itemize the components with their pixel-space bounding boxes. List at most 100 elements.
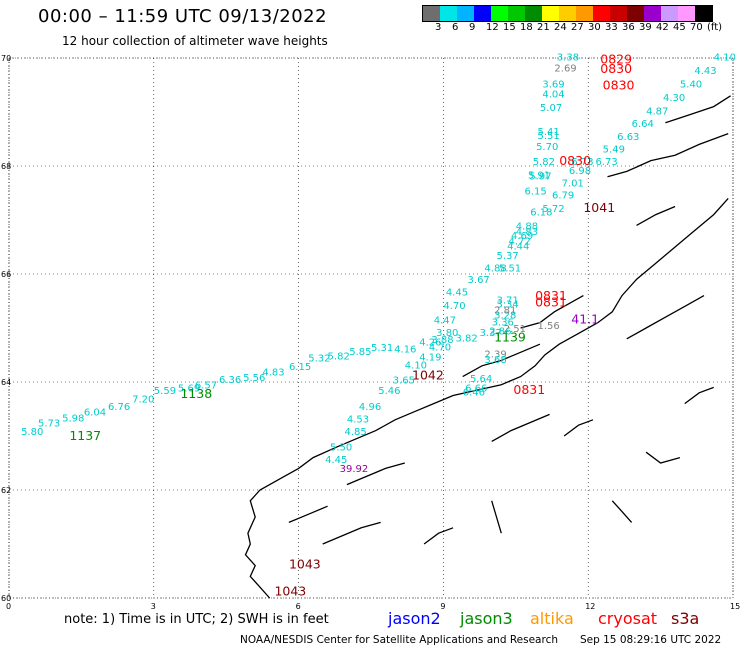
- coastline: [244, 95, 731, 599]
- wave-height-label: 3.34: [496, 299, 518, 310]
- lon-tick-label: 0: [6, 602, 11, 611]
- colorbar-label: 9: [469, 22, 476, 33]
- wave-height-label: 3.28: [494, 310, 516, 321]
- wave-height-label: 4.30: [663, 93, 685, 104]
- coastline-segment: [665, 95, 731, 124]
- wave-height-label: 2.86: [489, 326, 511, 337]
- colorbar-swatch: [695, 6, 712, 21]
- lon-tick-label: 15: [730, 602, 740, 611]
- colorbar-label: (ft): [707, 22, 723, 33]
- wave-height-label: 2.51: [504, 324, 526, 335]
- wave-height-label: 3.36: [492, 317, 514, 328]
- colorbar-label: 70: [690, 22, 703, 33]
- coastline-segment: [607, 132, 729, 178]
- wave-height-label: 5.80: [21, 427, 43, 438]
- colorbar-swatch: [610, 6, 627, 21]
- pass-time-label: 41.1: [571, 312, 599, 327]
- wave-height-label: 5.91: [528, 170, 550, 181]
- lon-tick-label: 3: [151, 602, 156, 611]
- coastline-segment: [520, 295, 584, 329]
- wave-height-label: 3.67: [468, 275, 490, 286]
- pass-time-label: 0831: [513, 382, 545, 397]
- wave-height-label: 5.97: [529, 172, 551, 183]
- lat-tick-label: 70: [1, 54, 11, 63]
- colorbar-label: 3: [435, 22, 442, 33]
- lat-tick-label: 66: [1, 270, 11, 279]
- wave-height-label: 5.98: [62, 413, 84, 424]
- colorbar-swatch: [423, 6, 440, 21]
- coastline-segment: [491, 500, 502, 534]
- colorbar-swatch: [661, 6, 678, 21]
- colorbar-label: 42: [656, 22, 669, 33]
- wave-height-label: 3.82: [455, 334, 477, 345]
- pass-time-label: 0831: [535, 288, 567, 303]
- wave-height-label: 4.26: [419, 337, 441, 348]
- coastline-segment: [636, 205, 676, 226]
- pass-time-label: 1139: [494, 330, 526, 345]
- wave-height-label: 39.92: [340, 464, 369, 475]
- colorbar-label: 30: [588, 22, 601, 33]
- wave-height-label: 6.18: [530, 208, 552, 219]
- wave-height-label: 4.70: [429, 343, 451, 354]
- colorbar-swatch: [474, 6, 491, 21]
- colorbar-label: 36: [622, 22, 635, 33]
- lon-tick-label: 6: [296, 602, 301, 611]
- wave-height-label: 5.73: [38, 418, 60, 429]
- footnote: note: 1) Time is in UTC; 2) SWH is in fe…: [64, 612, 329, 627]
- colorbar-label: 39: [639, 22, 652, 33]
- pass-time-label: 1041: [583, 200, 615, 215]
- wave-height-label: 4.04: [542, 89, 564, 100]
- wave-height-label: 6.76: [108, 402, 130, 413]
- map-frame: [8, 57, 734, 599]
- pass-time-label: 1043: [274, 583, 306, 598]
- wave-height-label: 5.70: [536, 142, 558, 153]
- wave-height-label: 4.96: [359, 402, 381, 413]
- pass-time-labels: 082908300830083010410831083141.111391042…: [69, 51, 634, 598]
- wave-height-label: 6.15: [524, 187, 546, 198]
- lat-tick-label: 68: [1, 162, 11, 171]
- wave-height-label: 5.82: [328, 351, 350, 362]
- wave-height-label: 4.72: [509, 236, 531, 247]
- wave-height-label: 4.10: [714, 53, 736, 64]
- wave-height-label: 3.80: [436, 328, 458, 339]
- wave-height-label: 3.88: [431, 335, 453, 346]
- wave-height-label: 3.71: [496, 296, 518, 307]
- wave-height-label: 5.64: [470, 374, 492, 385]
- wave-height-label: 6.36: [219, 375, 241, 386]
- colorbar-swatch: [576, 6, 593, 21]
- pass-time-label: 0830: [600, 61, 632, 76]
- lon-tick-label: 12: [585, 602, 595, 611]
- wave-height-label: 5.50: [330, 443, 352, 454]
- pass-time-label: 1138: [180, 386, 212, 401]
- wave-height-label: 5.82: [533, 157, 555, 168]
- coastline-segment: [322, 521, 381, 545]
- map-title: 00:00 – 11:59 UTC 09/13/2022: [38, 6, 328, 27]
- coastline-segment: [645, 451, 681, 464]
- generated-timestamp: Sep 15 08:29:16 UTC 2022: [580, 634, 722, 646]
- colorbar-swatch: [491, 6, 508, 21]
- wave-height-label: 4.70: [443, 301, 465, 312]
- satellite-jason2: jason2: [388, 609, 441, 628]
- colorbar-label: 24: [554, 22, 567, 33]
- wave-height-label: 4.43: [694, 66, 716, 77]
- wave-height-label: 5.07: [540, 103, 562, 114]
- wave-height-label: 5.41: [538, 127, 560, 138]
- wave-height-colorbar: [422, 5, 713, 22]
- wave-height-label: 5.46: [378, 386, 400, 397]
- colorbar-label: 12: [486, 22, 499, 33]
- coastline-segment: [288, 505, 328, 523]
- wave-height-label: 7.20: [132, 395, 154, 406]
- wave-height-label: 4.83: [516, 227, 538, 238]
- wave-height-label: 4.44: [507, 242, 529, 253]
- coastline-segment: [563, 419, 594, 437]
- wave-height-label: 4.53: [347, 415, 369, 426]
- colorbar-swatch: [678, 6, 695, 21]
- colorbar-label: 21: [537, 22, 550, 33]
- wave-height-label: 4.19: [419, 352, 441, 363]
- wave-height-label: 4.16: [394, 344, 416, 355]
- colorbar-swatch: [593, 6, 610, 21]
- coastline-segment: [244, 197, 729, 599]
- wave-height-label: 3.38: [557, 53, 579, 64]
- wave-height-label: 6.98: [569, 166, 591, 177]
- wave-height-label: 6.04: [84, 407, 106, 418]
